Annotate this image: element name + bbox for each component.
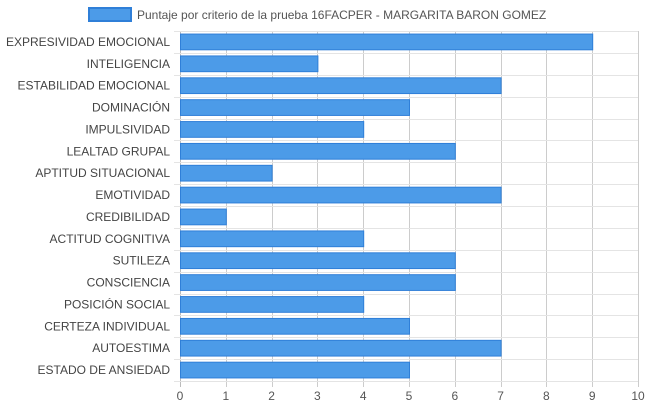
bar[interactable] xyxy=(180,296,365,313)
bar[interactable] xyxy=(180,77,502,95)
x-tick-label: 0 xyxy=(177,389,184,403)
legend-swatch[interactable] xyxy=(88,7,132,22)
bar[interactable] xyxy=(180,142,456,160)
x-tick-label: 10 xyxy=(631,389,645,403)
x-tick-label: 7 xyxy=(497,389,504,403)
bar[interactable] xyxy=(180,252,456,270)
x-tick-label: 1 xyxy=(222,389,229,403)
category-label: EXPRESIVIDAD EMOCIONAL xyxy=(6,35,170,49)
bar[interactable] xyxy=(180,186,502,204)
bar[interactable] xyxy=(180,208,227,226)
category-label: AUTOESTIMA xyxy=(92,341,170,355)
bar[interactable] xyxy=(180,361,410,379)
category-label: SUTILEZA xyxy=(113,254,170,268)
x-tick-label: 4 xyxy=(360,389,367,403)
category-label: INTELIGENCIA xyxy=(87,57,170,71)
category-label: DOMINACIÓN xyxy=(92,100,170,115)
bar[interactable] xyxy=(180,339,502,357)
bars-group xyxy=(180,33,594,379)
x-tick-label: 8 xyxy=(543,389,550,403)
bar[interactable] xyxy=(180,164,273,182)
category-label: ESTADO DE ANSIEDAD xyxy=(38,363,171,377)
category-label: CERTEZA INDIVIDUAL xyxy=(44,319,170,333)
x-axis-tick-labels: 0 1 2 3 4 5 6 7 8 9 10 xyxy=(177,389,645,403)
bar[interactable] xyxy=(180,121,365,138)
category-label: IMPULSIVIDAD xyxy=(85,122,170,136)
category-label: CONSCIENCIA xyxy=(87,276,170,290)
x-tick-label: 5 xyxy=(406,389,413,403)
bar[interactable] xyxy=(180,33,594,51)
bar[interactable] xyxy=(180,317,410,335)
legend-label[interactable]: Puntaje por criterio de la prueba 16FACP… xyxy=(137,8,546,22)
category-label: EMOTIVIDAD xyxy=(95,188,170,202)
legend[interactable]: Puntaje por criterio de la prueba 16FACP… xyxy=(88,7,546,22)
category-label: LEALTAD GRUPAL xyxy=(67,144,171,158)
category-label: CREDIBILIDAD xyxy=(86,210,170,224)
bar[interactable] xyxy=(180,274,456,291)
bar[interactable] xyxy=(180,230,365,248)
x-tick-label: 3 xyxy=(314,389,321,403)
bar[interactable] xyxy=(180,55,319,73)
category-label: ESTABILIDAD EMOCIONAL xyxy=(18,79,171,93)
x-tick-label: 6 xyxy=(451,389,458,403)
category-label: ACTITUD COGNITIVA xyxy=(50,232,170,246)
category-label: POSICIÓN SOCIAL xyxy=(64,296,170,311)
bar[interactable] xyxy=(180,99,410,116)
category-label: APTITUD SITUACIONAL xyxy=(35,166,170,180)
x-tick-label: 2 xyxy=(268,389,275,403)
category-labels: EXPRESIVIDAD EMOCIONAL INTELIGENCIA ESTABI… xyxy=(6,35,170,377)
x-tick-label: 9 xyxy=(589,389,596,403)
